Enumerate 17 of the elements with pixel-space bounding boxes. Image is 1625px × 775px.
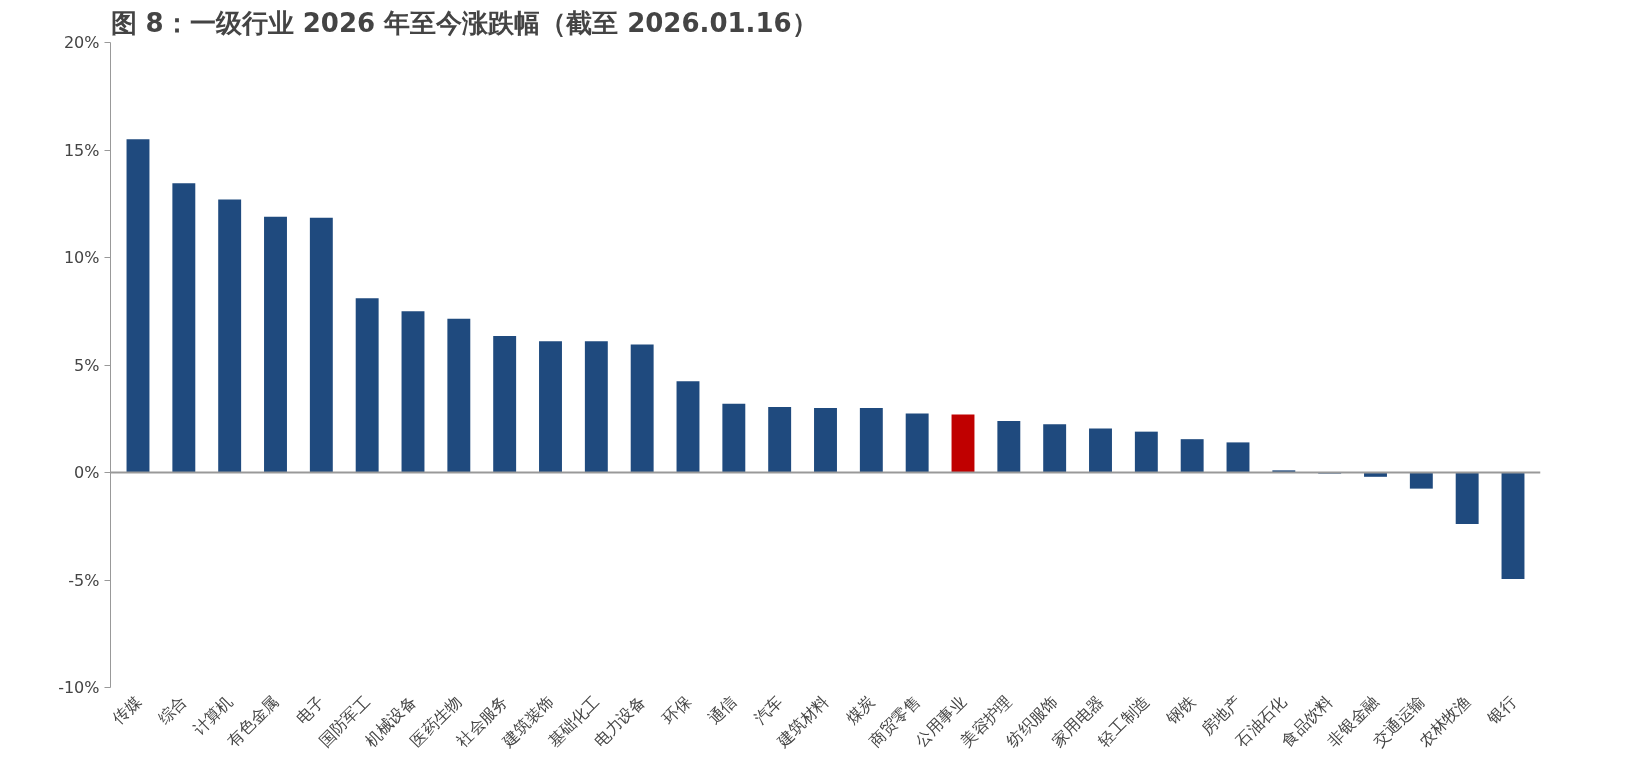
x-tick-label: 银行: [1482, 691, 1520, 729]
x-tick-label: 传媒: [108, 691, 145, 728]
y-tick-label: 0%: [74, 463, 100, 482]
x-tick-label: 综合: [154, 691, 191, 728]
x-tick-label: 电子: [291, 691, 329, 728]
x-tick-label: 钢铁: [1162, 691, 1199, 729]
x-tick-label: 环保: [658, 691, 695, 728]
y-tick-label: 5%: [74, 355, 100, 375]
x-tick-label: 汽车: [750, 691, 787, 728]
x-tick-label: 通信: [704, 691, 741, 728]
y-tick-label: 10%: [63, 248, 100, 267]
y-tick-label: 20%: [63, 33, 100, 52]
y-tick-label: 15%: [63, 140, 100, 160]
y-tick-label: -5%: [68, 570, 100, 590]
y-tick-label: -10%: [58, 678, 100, 697]
chart-title: 图 8：一级行业 2026 年至今涨跌幅（截至 2026.01.16）: [110, 7, 818, 38]
x-tick-label: 煤炭: [841, 691, 879, 728]
